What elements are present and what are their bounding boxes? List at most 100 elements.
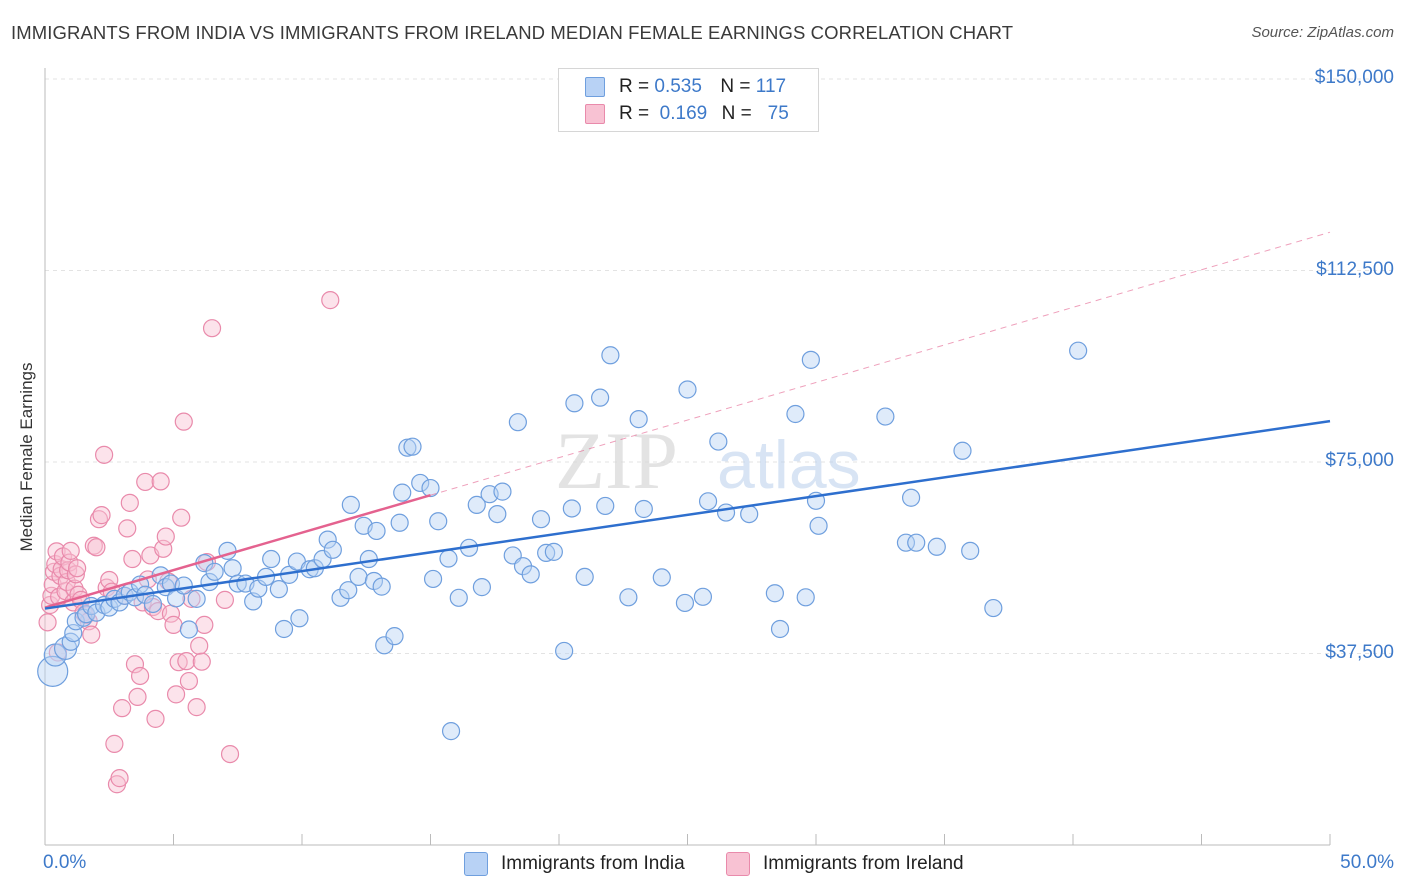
y-tick-label: $150,000 — [1314, 67, 1394, 88]
india-point — [601, 346, 620, 365]
india-point — [521, 565, 540, 584]
india-point — [472, 578, 491, 597]
india-point — [984, 598, 1003, 618]
ireland-point — [120, 493, 139, 512]
india-point — [575, 567, 594, 587]
india-point — [629, 410, 648, 429]
ireland-point — [202, 319, 222, 338]
ireland-point — [172, 508, 191, 527]
ireland-point — [177, 652, 196, 671]
india-point — [801, 350, 820, 369]
india-point — [143, 594, 163, 614]
india-point — [693, 587, 713, 606]
axes — [44, 68, 1331, 846]
ireland-point — [151, 472, 170, 491]
ireland-point — [128, 687, 147, 707]
india-point — [508, 413, 527, 432]
india-point — [372, 577, 391, 596]
india-point — [876, 407, 895, 426]
india-trendline — [44, 419, 1331, 610]
grid-lines — [45, 78, 1395, 654]
india-point — [619, 588, 638, 607]
india-point — [429, 512, 448, 531]
india-point — [64, 623, 83, 643]
ireland-legend-label: Immigrants from Ireland — [763, 853, 964, 874]
india-point — [716, 503, 736, 522]
india-point — [765, 584, 784, 603]
india-point — [537, 543, 556, 562]
trendlines — [44, 231, 1331, 610]
india-point — [421, 478, 440, 498]
watermark-atlas: atlas — [717, 427, 861, 503]
india-point — [961, 541, 980, 560]
ireland-point — [156, 527, 175, 546]
ireland-point — [118, 519, 137, 538]
india-point — [809, 516, 828, 535]
ireland-point — [169, 653, 188, 672]
legend-n-label: N = — [720, 76, 751, 97]
ireland-point — [179, 671, 199, 691]
india-point — [698, 492, 718, 511]
india-legend-swatch — [464, 852, 488, 876]
legend-r-value: 0.535 — [654, 76, 702, 97]
legend-r-label: R = — [619, 76, 650, 97]
ireland-point — [61, 541, 80, 560]
india-point — [441, 722, 461, 741]
india-point — [927, 537, 946, 556]
y-tick-label: $37,500 — [1325, 641, 1394, 663]
ireland-point — [130, 666, 150, 686]
ireland-point — [125, 655, 145, 674]
india-point — [786, 404, 805, 424]
india-point — [179, 620, 199, 639]
legend-n-value: 75 — [767, 103, 789, 124]
legend-n-label: N = — [721, 103, 752, 124]
ireland-point — [136, 472, 155, 492]
india-point — [262, 549, 281, 569]
legend-r-value: 0.169 — [659, 103, 708, 124]
india-point — [323, 540, 342, 559]
legend-row-ireland: R = 0.169 N = 75 — [585, 101, 789, 127]
x-tick-label-max: 50.0% — [1340, 852, 1394, 873]
india-point — [953, 441, 972, 460]
ireland-point — [187, 698, 206, 717]
ireland-point — [192, 652, 211, 671]
ireland-trendline — [44, 493, 431, 609]
legend-row-india: R = 0.535 N = 117 — [585, 74, 786, 100]
india-point — [634, 499, 653, 519]
ireland-point — [190, 636, 209, 655]
india-point — [709, 432, 728, 451]
watermark: ZIP atlas — [555, 415, 861, 506]
india-point — [187, 589, 206, 608]
india-point — [562, 499, 581, 518]
ireland-point — [195, 615, 214, 635]
india-point — [403, 437, 422, 456]
india-point — [901, 488, 921, 507]
india-point — [544, 542, 563, 561]
india-point — [439, 549, 458, 568]
ireland-point — [110, 769, 129, 788]
bottom-legend-ireland: Immigrants from Ireland — [726, 852, 964, 876]
india-point — [205, 562, 224, 581]
ireland-point — [220, 745, 240, 764]
x-tick-label-min: 0.0% — [43, 852, 87, 873]
ireland-point — [215, 590, 234, 609]
ireland-point — [87, 538, 106, 557]
india-point — [223, 559, 242, 578]
source-note: Source: ZipAtlas.com — [1251, 24, 1394, 41]
ireland-points — [38, 291, 340, 794]
india-point — [493, 482, 512, 501]
ireland-point — [68, 559, 87, 578]
india-points — [37, 341, 1088, 741]
india-legend-label: Immigrants from India — [501, 853, 685, 874]
india-point — [449, 588, 468, 607]
india-point — [896, 533, 916, 552]
india-point — [349, 567, 368, 587]
india-point — [385, 627, 404, 646]
india-point — [174, 576, 193, 595]
india-point — [339, 581, 358, 600]
india-point — [1069, 341, 1088, 360]
india-point — [331, 588, 350, 607]
ireland-point — [174, 412, 193, 431]
india-point — [269, 580, 288, 599]
india-point — [411, 473, 430, 493]
